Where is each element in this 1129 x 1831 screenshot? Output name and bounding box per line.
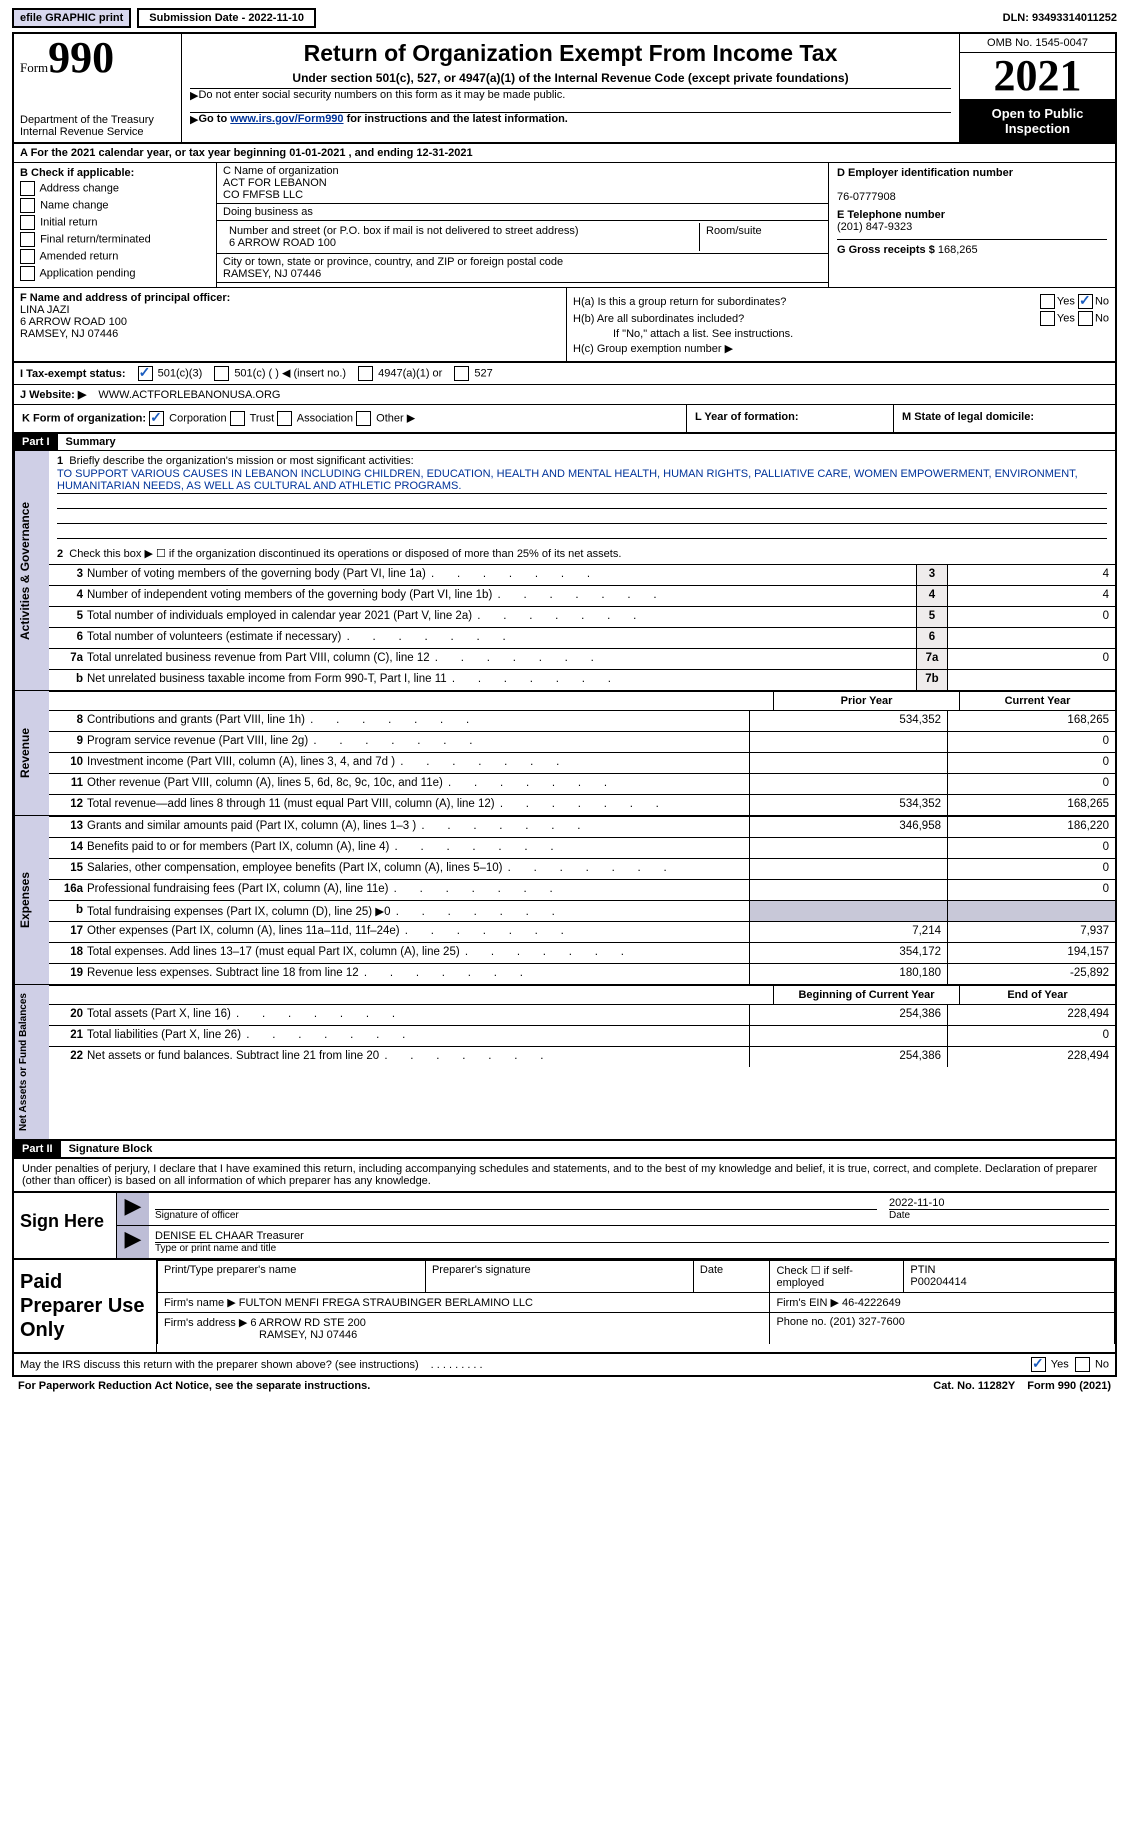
city-cell: City or town, state or province, country… [217,254,828,283]
ein: 76-0777908 [837,191,896,203]
cb-address[interactable]: Address change [20,181,210,196]
cb-final[interactable]: Final return/terminated [20,232,210,247]
summary-line: bTotal fundraising expenses (Part IX, co… [49,900,1115,921]
dept-label: Department of the Treasury Internal Reve… [20,114,175,138]
mission-text: TO SUPPORT VARIOUS CAUSES IN LEBANON INC… [57,467,1107,494]
cb-amended[interactable]: Amended return [20,249,210,264]
form-number: Form990 [20,38,175,78]
dln-label: DLN: 93493314011252 [1003,12,1117,24]
row-a-calendar: A For the 2021 calendar year, or tax yea… [12,144,1117,163]
vtab-balances: Net Assets or Fund Balances [14,985,49,1139]
submission-button[interactable]: Submission Date - 2022-11-10 [137,8,316,28]
col-d-ein: D Employer identification number76-07779… [828,163,1115,287]
vtab-activities: Activities & Governance [14,451,49,690]
summary-line: 6Total number of volunteers (estimate if… [49,627,1115,648]
firm-name: FULTON MENFI FREGA STRAUBINGER BERLAMINO… [239,1297,533,1309]
vtab-expenses: Expenses [14,816,49,984]
top-bar: efile GRAPHIC print Submission Date - 20… [12,8,1117,28]
vtab-revenue: Revenue [14,691,49,815]
sign-block: Sign Here ▶ Signature of officer 2022-11… [12,1193,1117,1260]
form-header: Form990 Department of the Treasury Inter… [12,32,1117,144]
row-fh: F Name and address of principal officer:… [12,287,1117,363]
summary-line: 17Other expenses (Part IX, column (A), l… [49,921,1115,942]
website: WWW.ACTFORLEBANONUSA.ORG [98,389,280,401]
row-i-status: I Tax-exempt status: 501(c)(3) 501(c) ( … [12,363,1117,385]
summary-line: 18Total expenses. Add lines 13–17 (must … [49,942,1115,963]
gross-receipts: 168,265 [938,244,978,256]
room-cell: Room/suite [700,223,822,251]
cb-pending[interactable]: Application pending [20,266,210,281]
officer-signed: DENISE EL CHAAR Treasurer [155,1230,304,1242]
row-klm: K Form of organization: Corporation Trus… [12,405,1117,434]
summary-line: 12Total revenue—add lines 8 through 11 (… [49,794,1115,815]
summary-line: 13Grants and similar amounts paid (Part … [49,816,1115,837]
summary-line: 20Total assets (Part X, line 16)254,3862… [49,1004,1115,1025]
page-footer: For Paperwork Reduction Act Notice, see … [12,1377,1117,1395]
cb-initial[interactable]: Initial return [20,215,210,230]
summary-line: 19Revenue less expenses. Subtract line 1… [49,963,1115,984]
open-inspection: Open to Public Inspection [960,100,1115,142]
summary-line: 3Number of voting members of the governi… [49,564,1115,585]
summary-line: 16aProfessional fundraising fees (Part I… [49,879,1115,900]
preparer-block: Paid Preparer Use Only Print/Type prepar… [12,1260,1117,1354]
summary-line: 5Total number of individuals employed in… [49,606,1115,627]
summary-line: 7aTotal unrelated business revenue from … [49,648,1115,669]
efile-label: efile GRAPHIC print [12,8,131,28]
org-name: ACT FOR LEBANONCO FMFSB LLC [223,177,822,201]
instruction-2: ▶ Go to www.irs.gov/Form990 for instruct… [190,112,951,133]
summary-line: 21Total liabilities (Part X, line 26)0 [49,1025,1115,1046]
summary-line: 14Benefits paid to or for members (Part … [49,837,1115,858]
col-b-checkboxes: B Check if applicable: Address change Na… [14,163,217,287]
summary-line: 15Salaries, other compensation, employee… [49,858,1115,879]
cb-name[interactable]: Name change [20,198,210,213]
summary-line: 4Number of independent voting members of… [49,585,1115,606]
tax-year: 2021 [960,53,1115,100]
summary-line: 9Program service revenue (Part VIII, lin… [49,731,1115,752]
col-c-org: C Name of organization ACT FOR LEBANONCO… [217,163,828,287]
form-title: Return of Organization Exempt From Incom… [190,40,951,67]
declaration: Under penalties of perjury, I declare th… [12,1158,1117,1193]
summary-line: 8Contributions and grants (Part VIII, li… [49,710,1115,731]
part2-bar: Part II [14,1141,61,1157]
irs-link[interactable]: www.irs.gov/Form990 [230,113,343,125]
officer-name: LINA JAZI [20,304,70,316]
firm-phone: (201) 327-7600 [830,1316,905,1328]
form-subtitle: Under section 501(c), 527, or 4947(a)(1)… [190,71,951,85]
summary-line: 11Other revenue (Part VIII, column (A), … [49,773,1115,794]
phone: (201) 847-9323 [837,221,912,233]
firm-ein: 46-4222649 [842,1297,901,1309]
street-cell: Number and street (or P.O. box if mail i… [223,223,700,251]
row-j-website: J Website: ▶ WWW.ACTFORLEBANONUSA.ORG [12,385,1117,405]
discuss-row: May the IRS discuss this return with the… [12,1354,1117,1377]
block-bcd: B Check if applicable: Address change Na… [12,163,1117,287]
summary-line: 22Net assets or fund balances. Subtract … [49,1046,1115,1067]
part1-bar: Part I [14,434,58,450]
instruction-1: ▶ Do not enter social security numbers o… [190,88,951,109]
ptin: P00204414 [910,1276,966,1288]
summary-line: bNet unrelated business taxable income f… [49,669,1115,690]
summary-line: 10Investment income (Part VIII, column (… [49,752,1115,773]
dba: Doing business as [217,204,828,221]
